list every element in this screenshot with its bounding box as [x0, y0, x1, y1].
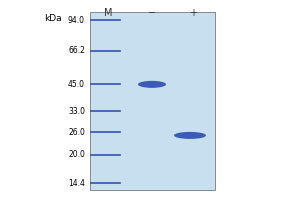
Text: 26.0: 26.0	[68, 128, 85, 137]
Text: 66.2: 66.2	[68, 46, 85, 55]
Text: 94.0: 94.0	[68, 16, 85, 25]
Ellipse shape	[138, 81, 166, 88]
Bar	[90, 12, 215, 190]
Ellipse shape	[174, 132, 206, 139]
Text: 20.0: 20.0	[68, 150, 85, 159]
Text: 45.0: 45.0	[68, 80, 85, 89]
Text: +: +	[189, 8, 197, 18]
Text: 33.0: 33.0	[68, 107, 85, 116]
Text: 14.4: 14.4	[68, 179, 85, 188]
Text: kDa: kDa	[44, 14, 62, 23]
Text: M: M	[104, 8, 112, 18]
Text: −: −	[148, 8, 156, 18]
